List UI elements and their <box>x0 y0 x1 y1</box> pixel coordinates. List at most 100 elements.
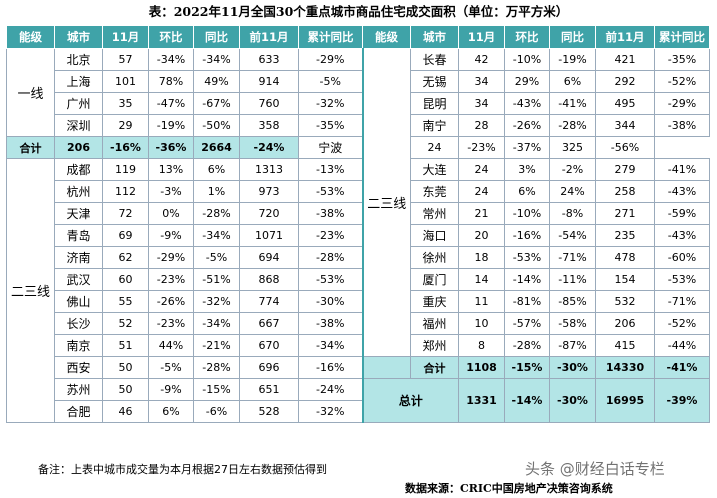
table-cell: 495 <box>595 92 655 115</box>
table-cell: -16% <box>504 224 550 247</box>
total-cell: -14% <box>504 378 550 423</box>
table-cell: 6% <box>193 158 240 181</box>
city-name: 福州 <box>410 312 459 335</box>
table-cell: -32% <box>298 92 363 115</box>
table-cell: -58% <box>549 312 596 335</box>
table-cell: 760 <box>239 92 299 115</box>
table-cell: 235 <box>595 224 655 247</box>
column-header: 同比 <box>549 25 596 49</box>
table-cell: 24 <box>410 136 459 159</box>
city-name: 徐州 <box>410 246 459 269</box>
table-cell: 35 <box>102 92 149 115</box>
column-header: 城市 <box>410 25 459 49</box>
total-cell: -30% <box>549 378 596 423</box>
table-cell: -38% <box>654 114 710 137</box>
table-cell: 478 <box>595 246 655 269</box>
table-cell: -28% <box>298 246 363 269</box>
table-cell: -60% <box>654 246 710 269</box>
table-cell: 154 <box>595 268 655 291</box>
table-cell: 1071 <box>239 224 299 247</box>
sum-cell: 2664 <box>193 136 240 159</box>
sum-cell: -16% <box>102 136 149 159</box>
table-cell: 774 <box>239 290 299 313</box>
table-cell: 72 <box>102 202 149 225</box>
table-cell: -10% <box>504 48 550 71</box>
table-cell: -5% <box>148 356 194 379</box>
column-header: 11月 <box>458 25 505 49</box>
table-cell: -47% <box>148 92 194 115</box>
table-title: 表：2022年11月全国30个重点城市商品住宅成交面积（单位：万平方米） <box>148 4 569 19</box>
table-cell: 69 <box>102 224 149 247</box>
table-cell: -41% <box>654 158 710 181</box>
table-cell: -37% <box>504 136 550 159</box>
table-cell: -53% <box>298 180 363 203</box>
total-cell: -39% <box>654 378 710 423</box>
table-cell: -5% <box>193 246 240 269</box>
watermark: 头条 @财经白话专栏 <box>525 460 665 478</box>
city-name: 武汉 <box>54 268 103 291</box>
city-name: 深圳 <box>54 114 103 137</box>
table-cell: -26% <box>504 114 550 137</box>
column-header: 环比 <box>504 25 550 49</box>
column-header: 累计同比 <box>654 25 710 49</box>
table-cell: -28% <box>193 356 240 379</box>
table-cell: 421 <box>595 48 655 71</box>
table-cell: 46 <box>102 400 149 423</box>
table-cell: -50% <box>193 114 240 137</box>
table-row: 长沙 52 -23% -34% 667 -38% 福州 10 -57% -58% 206 -52% <box>7 312 710 335</box>
column-header: 前11月 <box>239 25 299 49</box>
table-cell: -35% <box>298 114 363 137</box>
table-cell: -87% <box>549 334 596 357</box>
table-cell: -23% <box>148 268 194 291</box>
table-cell: 21 <box>458 202 505 225</box>
table-cell: -9% <box>148 378 194 401</box>
table-cell: -53% <box>504 246 550 269</box>
table-cell: -34% <box>298 334 363 357</box>
table-row: 天津 72 0% -28% 720 -38% 常州 21 -10% -8% 271 -59% <box>7 202 710 225</box>
table-cell: -30% <box>298 290 363 313</box>
table-row: 一线 北京 57 -34% -34% 633 -29% 二三线 长春 42 -10% -19% 421-… <box>6 48 710 357</box>
table-cell: 119 <box>102 158 149 181</box>
table-cell: 694 <box>239 246 299 269</box>
table-cell: -14% <box>504 268 550 291</box>
table-cell: -32% <box>298 400 363 423</box>
table-cell: 49% <box>193 70 240 93</box>
sum-cell: 14330 <box>595 356 655 379</box>
table-cell: 78% <box>148 70 194 93</box>
table-cell: 20 <box>458 224 505 247</box>
table-cell: -9% <box>148 224 194 247</box>
table-cell: 62 <box>102 246 149 269</box>
table-row: 西安 50 -5% -28% 696 -16% 合计 1108 -15% -30% 14330 -41… <box>7 356 710 379</box>
table-cell: 101 <box>102 70 149 93</box>
table-cell: 28 <box>458 114 505 137</box>
table-cell: -28% <box>504 334 550 357</box>
table-cell: -71% <box>549 246 596 269</box>
table-cell: 0% <box>148 202 194 225</box>
table-cell: -57% <box>504 312 550 335</box>
table-cell: 720 <box>239 202 299 225</box>
column-header: 城市 <box>54 25 103 49</box>
table-cell: -41% <box>549 92 596 115</box>
table-cell: -43% <box>654 224 710 247</box>
table-cell: 10 <box>458 312 505 335</box>
city-name: 厦门 <box>410 268 459 291</box>
table-cell: -51% <box>193 268 240 291</box>
table-cell: 868 <box>239 268 299 291</box>
table-row: 济南 62 -29% -5% 694 -28% 徐州 18 -53% -71% 478 -60% <box>7 246 710 269</box>
city-name: 海口 <box>410 224 459 247</box>
table-cell: -52% <box>654 312 710 335</box>
table-cell: 29% <box>504 70 550 93</box>
table-cell: 344 <box>595 114 655 137</box>
table-cell: 651 <box>239 378 299 401</box>
table-cell: 973 <box>239 180 299 203</box>
table-cell: 667 <box>239 312 299 335</box>
table-cell: 52 <box>102 312 149 335</box>
sum-cell: 合计 <box>6 136 55 159</box>
sum-cell: -15% <box>504 356 550 379</box>
table-cell: -34% <box>148 48 194 71</box>
table-cell: 24 <box>458 180 505 203</box>
column-header: 能级 <box>6 25 55 49</box>
sum-cell: -36% <box>148 136 194 159</box>
table-cell: 914 <box>239 70 299 93</box>
table-cell: 325 <box>549 136 596 159</box>
